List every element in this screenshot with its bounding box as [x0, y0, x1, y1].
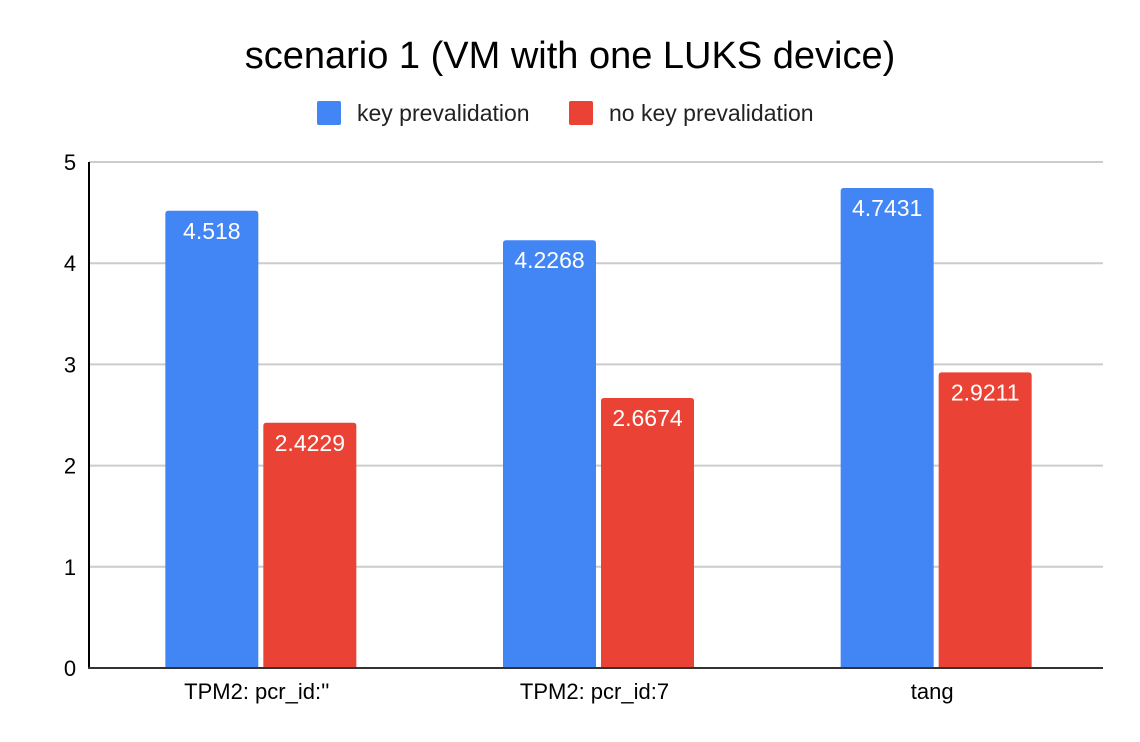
data-label: 4.518 [183, 218, 241, 244]
data-label: 2.4229 [275, 430, 345, 456]
legend-swatch-1 [317, 101, 341, 125]
y-tick-label: 4 [64, 251, 76, 276]
data-label: 2.6674 [612, 405, 683, 431]
bar-no-key-prevalidation-3 [938, 372, 1032, 668]
data-label: 4.7431 [852, 195, 922, 221]
chart-title: scenario 1 (VM with one LUKS device) [245, 35, 896, 77]
y-tick-label: 2 [64, 454, 76, 479]
x-tick-label: tang [911, 679, 954, 704]
x-tick-label: TPM2: pcr_id:7 [520, 679, 669, 704]
bar-key-prevalidation-1 [165, 210, 259, 669]
y-axis-ticks: 0 1 2 3 4 5 [64, 150, 76, 681]
x-axis-ticks: TPM2: pcr_id:'' TPM2: pcr_id:7 tang [184, 679, 953, 704]
bar-key-prevalidation-3 [840, 187, 934, 668]
bar-key-prevalidation-2 [503, 240, 596, 668]
y-tick-label: 3 [64, 352, 76, 377]
legend: key prevalidation no key prevalidation [317, 100, 814, 126]
bar-no-key-prevalidation-2 [601, 398, 694, 668]
y-tick-label: 0 [64, 656, 76, 681]
data-label: 4.2268 [514, 247, 584, 273]
y-tick-label: 5 [64, 150, 76, 175]
bar-no-key-prevalidation-1 [263, 422, 357, 668]
x-tick-label: TPM2: pcr_id:'' [184, 679, 329, 704]
bars: 4.518 2.4229 4.2268 2.6674 4.7431 2.9211 [165, 187, 1032, 669]
y-tick-label: 1 [64, 555, 76, 580]
legend-swatch-2 [569, 101, 593, 125]
data-label: 2.9211 [951, 379, 1020, 405]
legend-label-2: no key prevalidation [609, 100, 814, 126]
legend-label-1: key prevalidation [357, 100, 530, 126]
